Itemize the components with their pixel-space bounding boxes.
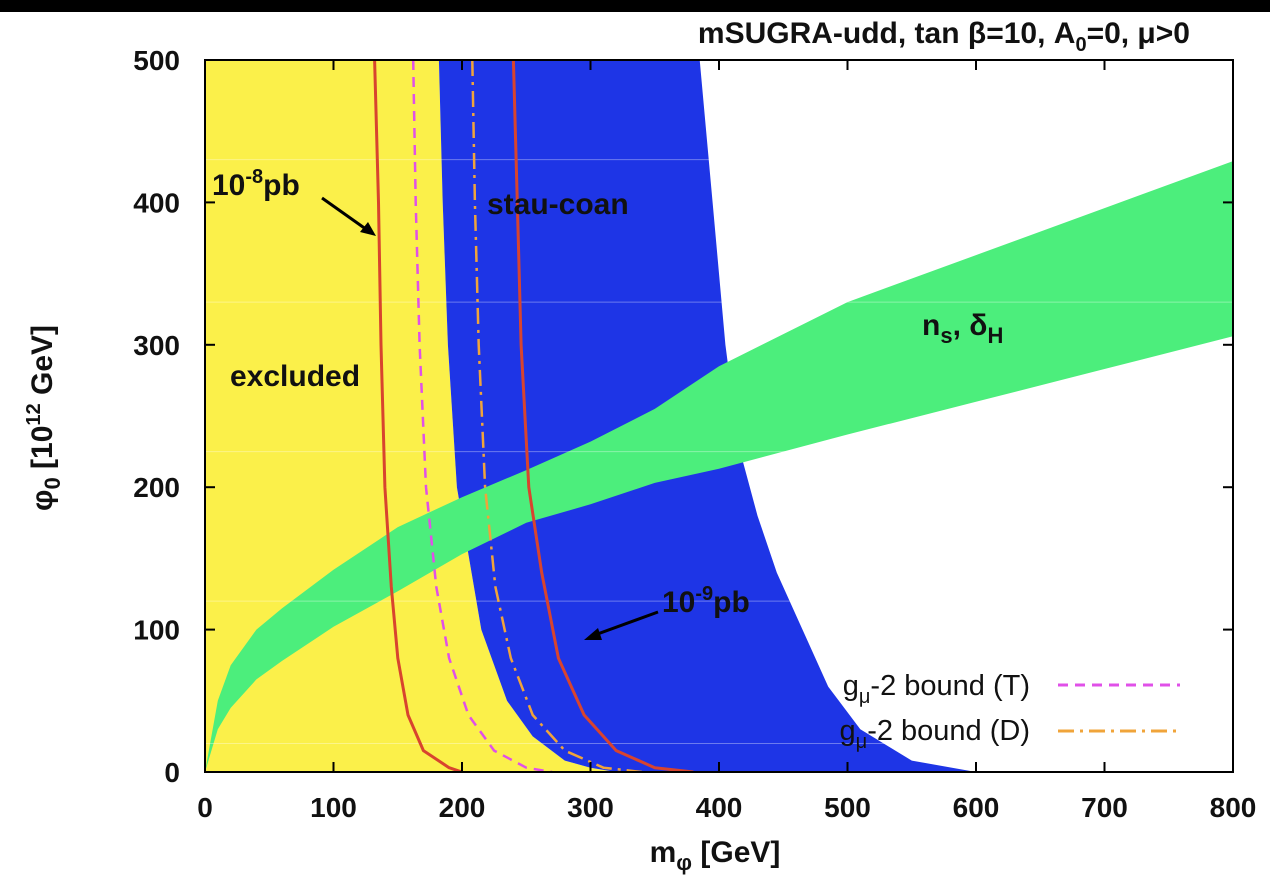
sigma-1e-9pb-curve: [511, 60, 694, 772]
sigma-1e-9pb-arrow: [591, 610, 659, 638]
y-tick-label: 200: [133, 472, 180, 503]
chart-title: mSUGRA-udd, tan β=10, A0=0, μ>0: [698, 17, 1190, 56]
curves-layer: [373, 60, 694, 772]
x-axis-label: mφ [GeV]: [650, 836, 781, 875]
y-tick-label: 500: [133, 45, 180, 76]
y-axis-label: φ0 [1012 GeV]: [23, 325, 65, 511]
stau-coan-region-label: stau-coan: [487, 188, 629, 221]
sigma-1e-8pb-arrowhead: [360, 222, 376, 236]
x-tick-label: 100: [310, 792, 357, 823]
x-tick-label: 400: [696, 792, 743, 823]
gmu-D-curve: [471, 60, 643, 772]
legend-label-gmu-T: gμ-2 bound (T): [843, 670, 1030, 708]
x-tick-label: 600: [953, 792, 1000, 823]
sigma-1e-9pb-label: 10-9pb: [662, 583, 750, 619]
gmu-T-curve: [411, 60, 553, 772]
x-tick-label: 200: [439, 792, 486, 823]
sigma-1e-8pb-arrow: [321, 196, 371, 234]
x-tick-label: 800: [1210, 792, 1257, 823]
ticks-layer: 0 100 200 300 400 500 600 700 800 0 100 200 300 400 50…: [133, 45, 1256, 823]
legend-label-gmu-D: gμ-2 bound (D): [840, 715, 1030, 753]
x-tick-label: 500: [824, 792, 871, 823]
sigma-1e-8pb-curve: [373, 60, 463, 772]
top-black-bar: [0, 0, 1270, 12]
sigma-1e-8pb-label: 10-8pb: [212, 166, 300, 202]
ns-deltaH-region-label: ns, δH: [922, 309, 1003, 348]
y-tick-label: 100: [133, 615, 180, 646]
legend: gμ-2 bound (T) gμ-2 bound (D): [840, 670, 1180, 753]
y-tick-label: 0: [164, 757, 180, 788]
x-tick-label: 300: [567, 792, 614, 823]
x-tick-label: 700: [1081, 792, 1128, 823]
regions-layer: [205, 60, 1233, 772]
x-tick-label: 0: [197, 792, 213, 823]
y-tick-label: 400: [133, 187, 180, 218]
excluded-region-label: excluded: [230, 360, 360, 393]
sigma-1e-9pb-arrowhead: [584, 628, 602, 640]
ns-deltaH-band: [205, 161, 1233, 772]
y-tick-label: 300: [133, 330, 180, 361]
